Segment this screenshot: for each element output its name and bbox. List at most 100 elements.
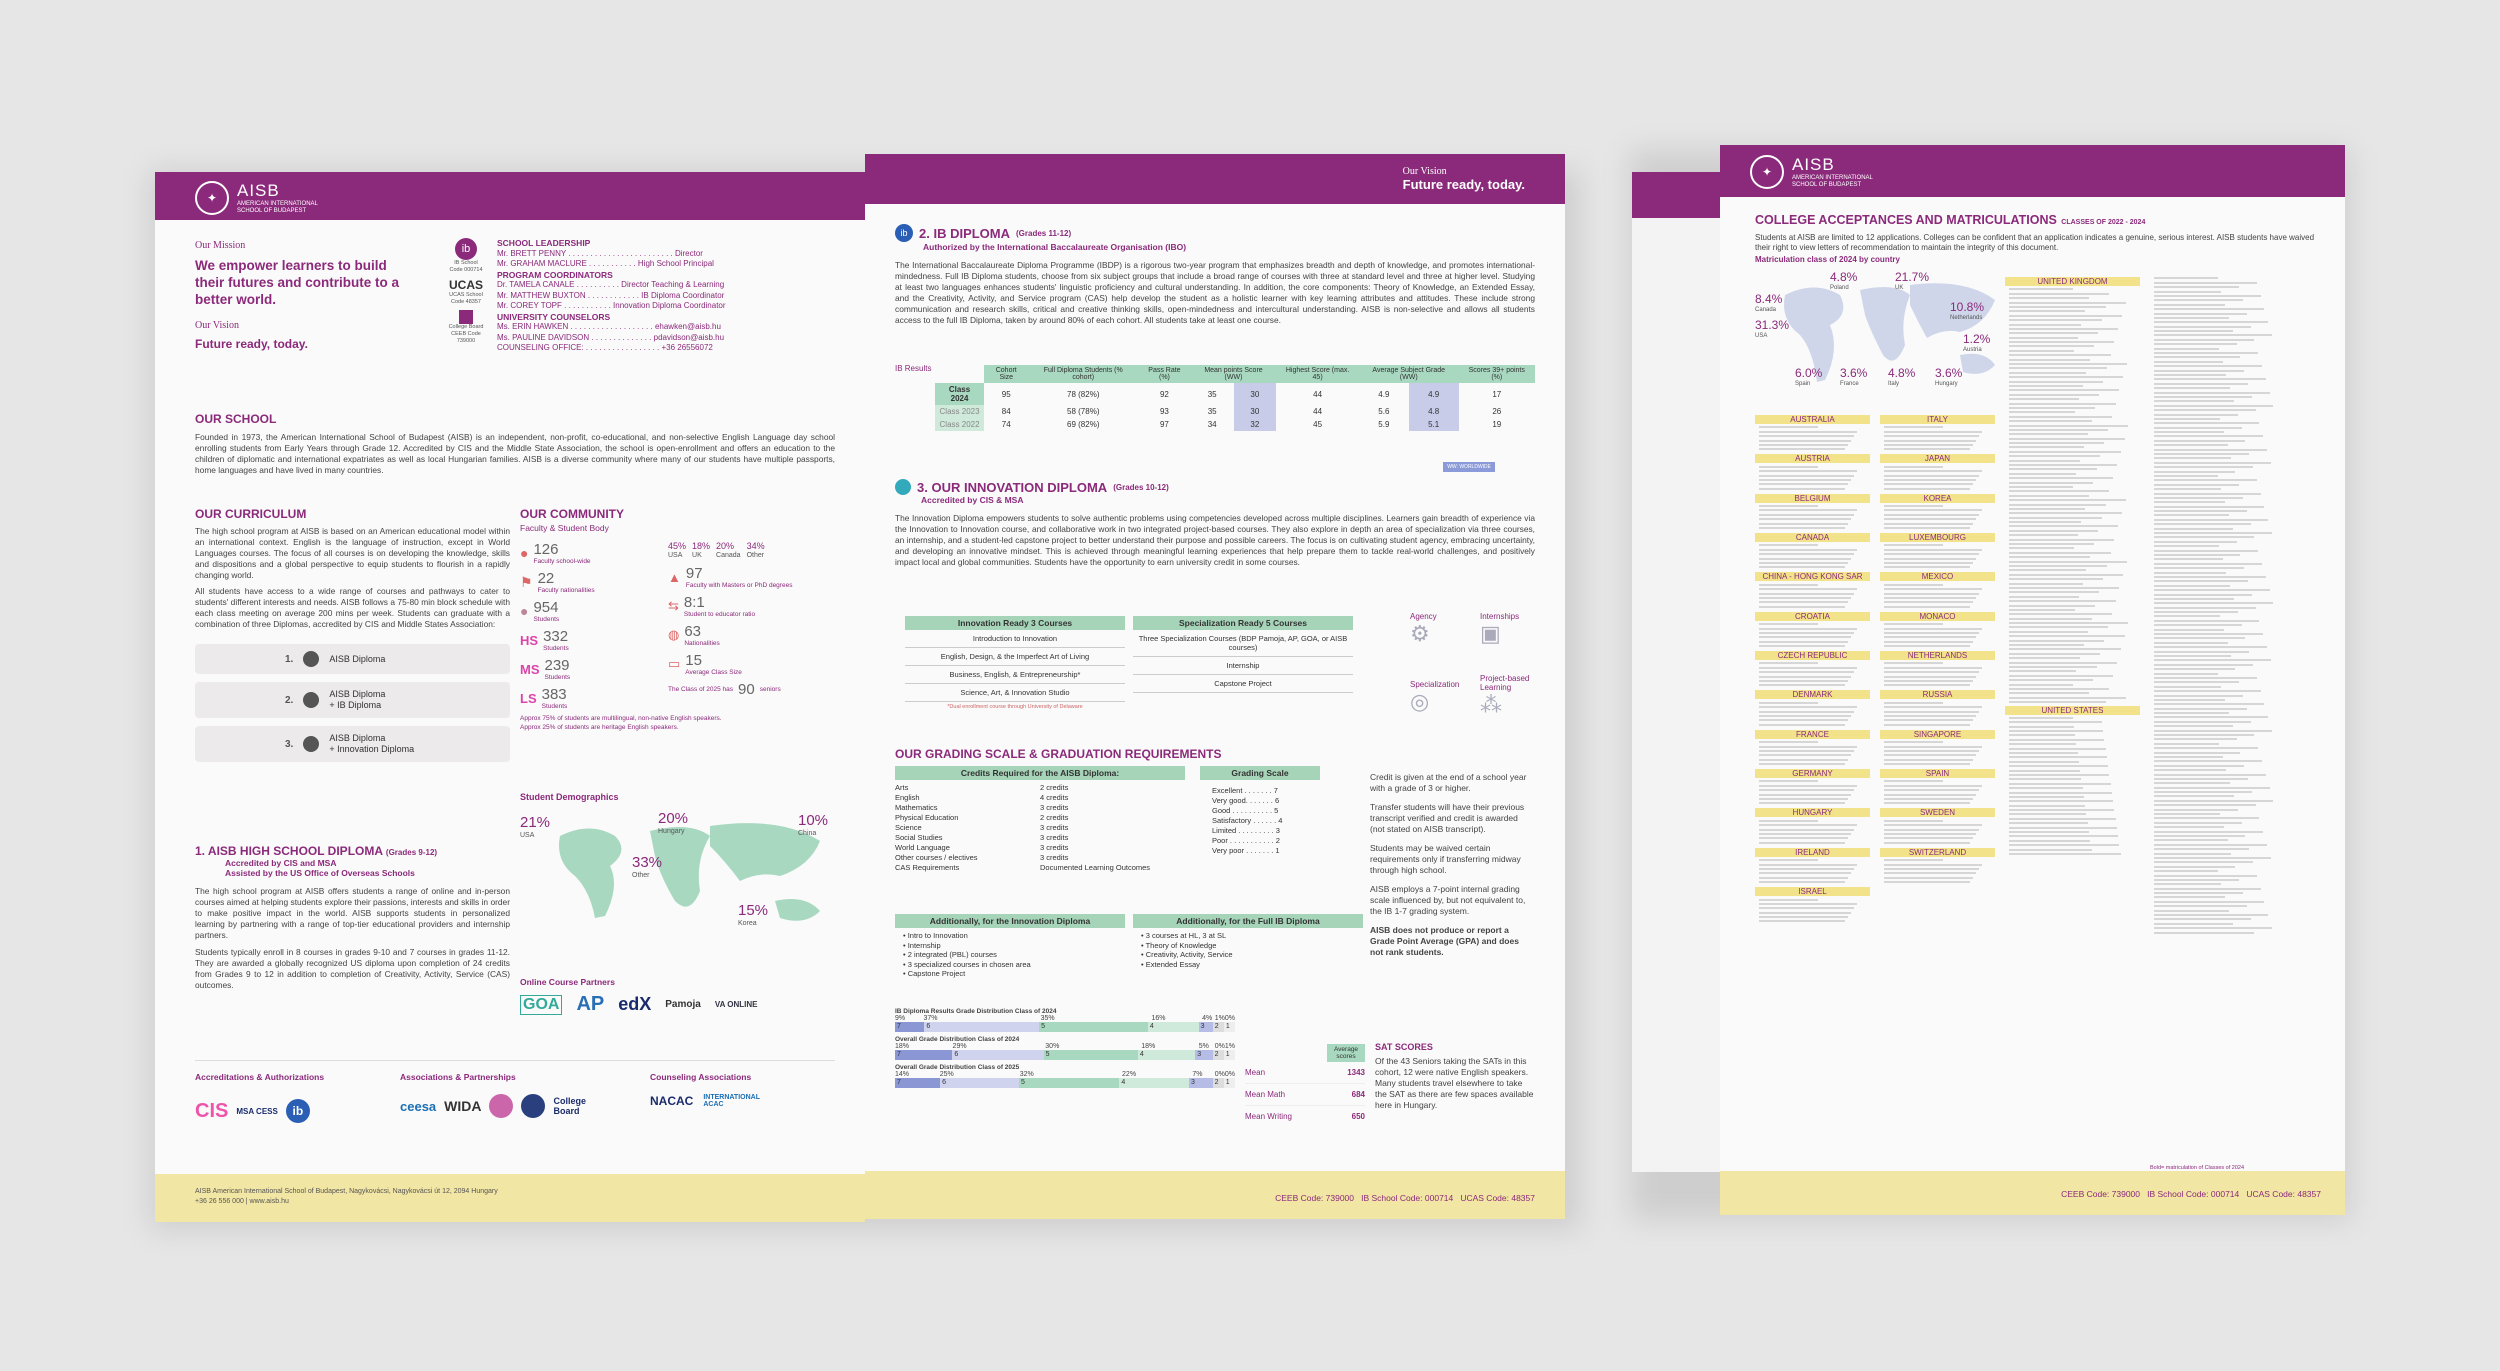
university-line-placeholder [1884,833,1977,835]
grading-notes: Credit is given at the end of a school y… [1370,772,1530,958]
subject-name: English [895,793,920,802]
university-line-placeholder [2009,319,2102,322]
brand-name: AISB [237,181,280,200]
university-line-placeholder [1759,789,1855,792]
subject-name: Social Studies [895,833,943,842]
ib-cell: 4.9 [1378,389,1390,399]
stat-num: 63 [684,623,702,640]
ib-cell: 30 [1233,383,1277,405]
dist-title: IB Diploma Results Grade Distribution Cl… [895,1008,1057,1015]
dist-title: Overall Grade Distribution Class of 2025 [895,1064,1020,1071]
university-line-placeholder [2009,752,2078,755]
innovation-logo-icon [895,479,911,495]
university-line-placeholder [2009,822,2088,825]
map-france: 3.6% France [1840,366,1867,389]
ib-cell: Class 2023 [935,405,985,418]
university-line-placeholder [1884,596,1977,599]
university-line-placeholder [2154,580,2248,583]
university-line-placeholder [2154,400,2234,403]
country-header: LUXEMBOURG [1880,533,1995,543]
sat-label: Mean Math [1245,1090,1286,1099]
university-line-placeholder [2154,299,2243,302]
dist-pct: 16% [1151,1015,1166,1022]
college-footer: CEEB Code: 739000 IB School Code: 000714… [1720,1171,2345,1215]
university-line-placeholder [2009,756,2107,759]
university-line-placeholder [2154,479,2257,482]
university-line-placeholder [2154,628,2224,631]
ib-results-row: Class 2024 95 78 (82%) 92 35 30 44 4.9 4.9 17 [935,383,1535,405]
map-pct: 6.0% [1795,366,1823,380]
university-line-placeholder [2154,619,2260,622]
university-line-placeholder [1759,505,1818,508]
university-line-placeholder [2154,799,2274,802]
cb-code: College Board CEEB Code 739000 [448,324,484,344]
university-line-placeholder [1884,430,1983,433]
innov-extra-list: • Intro to Innovation • Internship • 2 int… [895,931,1125,979]
counselor-row[interactable]: Ms. PAULINE DAVIDSON . . . . . . . . . .… [497,332,725,342]
leader-row: Mr. BRETT PENNY . . . . . . . . . . . . … [497,248,703,258]
university-line-placeholder [2154,286,2240,289]
university-line-placeholder [2009,586,2120,589]
credit-value: 3 credits [1040,823,1069,832]
university-line-placeholder [2009,853,2121,855]
counselors-heading: UNIVERSITY COUNSELORS [497,311,611,322]
university-line-placeholder [2009,420,2092,423]
grade-scale-row: Satisfactory . . . . . . 4 [1212,816,1283,825]
university-line-placeholder [1759,588,1858,591]
university-line-placeholder [2009,534,2078,537]
map-label: France [1840,381,1859,387]
stat-num: 239 [544,657,570,674]
university-line-placeholder [1884,872,1977,875]
grading-section: OUR GRADING SCALE & GRADUATION REQUIREME… [895,747,1535,761]
university-line-placeholder [1884,780,1943,783]
coordinator-row: Mr. MATTHEW BUXTON . . . . . . . . . . .… [497,290,725,300]
ib-text: The International Baccalaureate Diploma … [895,260,1535,325]
university-line-placeholder [2009,817,2116,820]
map-label: Poland [1830,285,1849,291]
university-line-placeholder [2009,485,2073,488]
sat-table: Average scores Mean 1343 Mean Math 684 Mea… [1245,1044,1365,1127]
college-title-block: COLLEGE ACCEPTANCES AND MATRICULATIONS C… [1755,211,2325,264]
university-line-placeholder [2154,830,2264,833]
university-line-placeholder [2154,575,2266,578]
university-line-placeholder [1759,435,1855,438]
university-line-placeholder [1759,828,1855,831]
dist-pct: 37% [923,1015,938,1022]
ib-auth: Authorized by the International Baccalau… [923,242,1187,252]
worldwide-badge: WW: WORLDWIDE [1443,462,1495,472]
university-line-placeholder [2154,672,2218,675]
university-line-placeholder [2154,453,2250,456]
university-line-placeholder [1884,470,1983,473]
university-list-lines [1759,465,1866,490]
university-line-placeholder [2154,777,2248,780]
curriculum-title: OUR CURRICULUM [195,507,307,521]
university-line-placeholder [2154,782,2231,785]
university-line-placeholder [2009,831,2089,834]
dist-pct: 0% [1214,1071,1225,1078]
university-line-placeholder [2154,281,2257,284]
university-list-lines [1884,701,1991,726]
innov-note: *Dual enrollment course through Universi… [947,704,1083,710]
university-line-placeholder [2009,512,2123,515]
ib-col-header: Average Subject Grade (WW) [1358,365,1459,383]
university-line-placeholder [2154,896,2226,899]
university-line-placeholder [1884,544,1943,547]
university-line-placeholder [2009,683,2073,686]
dist-pct: 22% [1122,1071,1137,1078]
university-line-placeholder [2154,892,2243,895]
university-line-placeholder [1759,513,1855,516]
university-line-placeholder [2009,341,2115,344]
dist-segment: 2 [1212,1078,1224,1088]
stat-num: 15 [685,652,702,669]
university-line-placeholder [1759,749,1855,752]
demo-other: 33% Other [632,854,662,880]
demo-usa: 21% USA [520,814,550,840]
specialization: Specialization ◎ [1410,680,1459,715]
university-line-placeholder [2154,633,2264,636]
map-pct: 10.8% [1950,300,1985,314]
team-icon: ⁂ [1480,692,1502,717]
university-line-placeholder [2154,505,2265,508]
footer-phone[interactable]: +36 26 556 000 | www.aisb.hu [195,1198,289,1205]
university-line-placeholder [1759,640,1848,643]
counselor-row[interactable]: Ms. ERIN HAWKEN . . . . . . . . . . . . … [497,322,721,331]
